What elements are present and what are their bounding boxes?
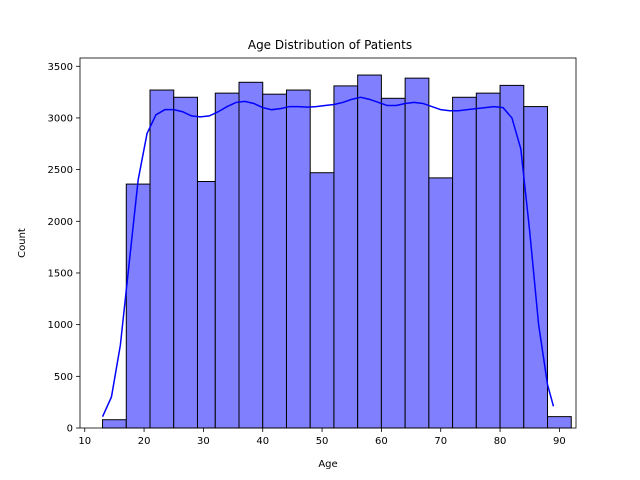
y-tick-label: 500 [54,372,73,383]
histogram-bar-17 [499,84,525,429]
x-tick-label: 70 [434,436,447,447]
x-tick-label: 40 [256,436,269,447]
x-tick-label: 20 [138,436,151,447]
histogram-bar-0 [102,419,127,429]
histogram-bar-9 [309,172,335,429]
x-tick-label: 90 [553,436,566,447]
histogram-bar-13 [404,77,430,429]
histogram-bar-18 [523,106,549,429]
histogram-bar-5 [214,92,240,429]
histogram-bar-7 [262,93,287,429]
y-tick-label: 2500 [48,165,73,176]
y-tick-label: 2000 [48,217,73,228]
histogram-bar-4 [196,181,216,429]
histogram-bar-16 [475,92,501,429]
histogram-bar-2 [149,89,175,429]
histogram-bar-15 [452,96,477,429]
histogram-bars [102,74,572,429]
y-tick-label: 1000 [48,320,73,331]
x-tick-label: 80 [494,436,507,447]
histogram-bar-19 [547,416,572,429]
histogram-bar-12 [380,97,406,429]
y-axis-ticks: 0 500 1000 1500 2000 2500 3000 3500 [48,62,80,435]
plot-frame [79,57,577,429]
y-tick-label: 0 [67,424,73,435]
x-axis-label: Age [318,459,337,470]
y-tick-label: 1500 [48,268,73,279]
x-tick-label: 30 [197,436,210,447]
y-tick-label: 3000 [48,113,73,124]
histogram-bar-14 [428,177,454,429]
histogram-bar-1 [125,183,151,429]
kde-curve [101,96,555,417]
y-tick-label: 3500 [48,62,73,73]
histogram-bar-3 [173,96,198,429]
histogram-bar-6 [238,81,264,429]
x-tick-label: 10 [78,436,91,447]
x-tick-label: 50 [316,436,329,447]
x-axis-ticks: 10 20 30 40 50 60 70 80 90 [78,428,566,447]
histogram-bar-10 [333,85,359,429]
histogram-bar-11 [357,74,382,429]
y-axis-label: Count [17,228,28,258]
x-tick-label: 60 [375,436,388,447]
chart-title: Age Distribution of Patients [248,38,412,52]
histogram-bar-8 [285,89,311,429]
